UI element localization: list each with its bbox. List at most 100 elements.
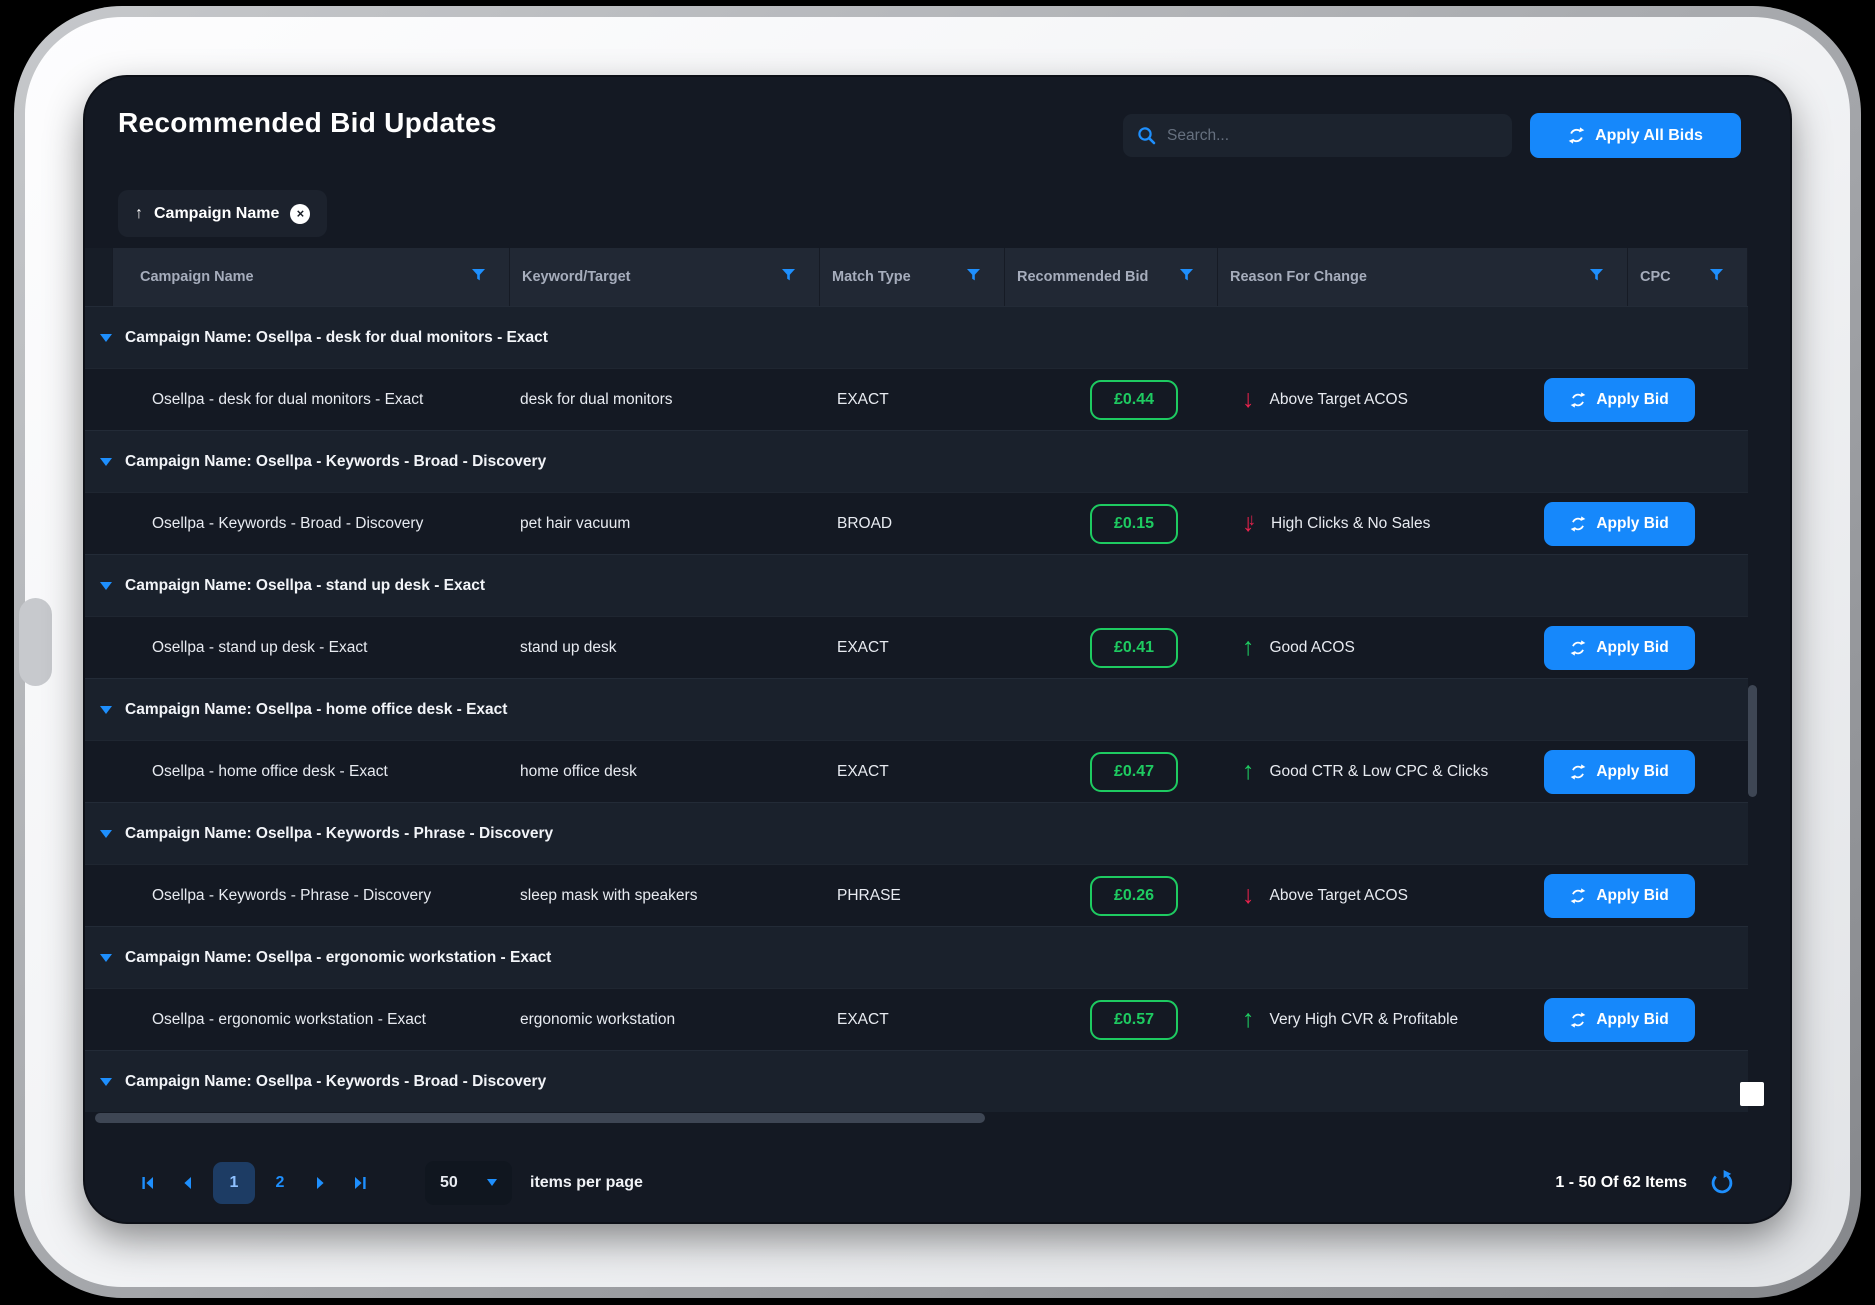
apply-bid-button[interactable]: Apply Bid <box>1544 750 1695 794</box>
cell-match-type: PHRASE <box>837 886 901 904</box>
apply-bid-button[interactable]: Apply Bid <box>1544 502 1695 546</box>
column-header-campaign-name[interactable]: Campaign Name <box>113 248 510 306</box>
reason-text: Above Target ACOS <box>1269 390 1408 408</box>
collapse-group-icon[interactable] <box>100 1077 112 1086</box>
apply-bid-button[interactable]: Apply Bid <box>1544 626 1695 670</box>
collapse-group-icon[interactable] <box>100 333 112 342</box>
apply-all-bids-label: Apply All Bids <box>1595 126 1703 144</box>
apply-bid-label: Apply Bid <box>1596 391 1669 408</box>
table-row: Osellpa - Keywords - Broad - Discovery p… <box>85 492 1748 554</box>
column-header-keyword-target[interactable]: Keyword/Target <box>510 248 820 306</box>
trend-double-down-icon <box>1242 511 1256 536</box>
group-label: Campaign Name: Osellpa - ergonomic works… <box>125 948 552 966</box>
search-input[interactable] <box>1167 126 1498 145</box>
trend-up-icon <box>1242 635 1255 660</box>
previous-page-button[interactable] <box>173 1168 203 1198</box>
collapse-group-icon[interactable] <box>100 457 112 466</box>
horizontal-scrollbar[interactable] <box>95 1113 985 1123</box>
cell-campaign-name: Osellpa - Keywords - Phrase - Discovery <box>152 886 432 904</box>
apply-bid-button[interactable]: Apply Bid <box>1544 874 1695 918</box>
page-button-2[interactable]: 2 <box>275 1173 285 1191</box>
app-screen: Recommended Bid Updates Apply All Bids ↑… <box>85 77 1790 1222</box>
filter-icon[interactable] <box>1180 269 1193 285</box>
table-header-row: Campaign Name Keyword/Target Match Type … <box>85 248 1748 306</box>
cell-keyword-target: ergonomic workstation <box>520 1010 676 1028</box>
column-header-reason-for-change[interactable]: Reason For Change <box>1218 248 1628 306</box>
cell-keyword-target: desk for dual monitors <box>520 390 673 408</box>
trend-up-icon <box>1242 1007 1255 1032</box>
group-row[interactable]: Campaign Name: Osellpa - Keywords - Broa… <box>85 1050 1748 1112</box>
collapse-group-icon[interactable] <box>100 581 112 590</box>
page-button-1[interactable]: 1 <box>213 1161 255 1204</box>
group-row[interactable]: Campaign Name: Osellpa - desk for dual m… <box>85 306 1748 368</box>
apply-all-bids-button[interactable]: Apply All Bids <box>1530 113 1741 158</box>
recommended-bid-pill: £0.44 <box>1090 379 1178 420</box>
trend-up-icon <box>1242 759 1255 784</box>
filter-icon[interactable] <box>472 269 485 285</box>
vertical-scrollbar[interactable] <box>1748 685 1757 797</box>
group-row[interactable]: Campaign Name: Osellpa - stand up desk -… <box>85 554 1748 616</box>
recommended-bid-pill: £0.26 <box>1090 875 1178 916</box>
cell-match-type: EXACT <box>837 762 889 780</box>
group-label: Campaign Name: Osellpa - Keywords - Broa… <box>125 452 547 470</box>
column-header-match-type[interactable]: Match Type <box>820 248 1005 306</box>
group-row[interactable]: Campaign Name: Osellpa - home office des… <box>85 678 1748 740</box>
cell-campaign-name: Osellpa - stand up desk - Exact <box>152 638 368 656</box>
hierarchy-cell <box>85 369 113 430</box>
apply-bid-button[interactable]: Apply Bid <box>1544 378 1695 422</box>
apply-bid-button[interactable]: Apply Bid <box>1544 998 1695 1042</box>
reason-text: High Clicks & No Sales <box>1271 514 1431 532</box>
page-size-select[interactable]: 50 <box>425 1160 512 1205</box>
table-row: Osellpa - home office desk - Exact home … <box>85 740 1748 802</box>
column-label: Recommended Bid <box>1017 269 1149 285</box>
chevron-down-icon <box>487 1179 497 1186</box>
items-per-page-label: items per page <box>530 1173 643 1191</box>
table-row: Osellpa - Keywords - Phrase - Discovery … <box>85 864 1748 926</box>
filter-icon[interactable] <box>967 269 980 285</box>
refresh-icon[interactable] <box>1709 1169 1735 1196</box>
collapse-group-icon[interactable] <box>100 953 112 962</box>
first-page-button[interactable] <box>133 1168 163 1198</box>
trend-down-icon <box>1242 883 1255 908</box>
filter-icon[interactable] <box>1710 269 1723 285</box>
apply-bid-label: Apply Bid <box>1596 763 1669 780</box>
filter-icon[interactable] <box>782 269 795 285</box>
hierarchy-column-header <box>85 248 113 306</box>
cell-keyword-target: stand up desk <box>520 638 617 656</box>
next-page-button[interactable] <box>305 1168 335 1198</box>
search-box[interactable] <box>1123 114 1512 157</box>
sort-chip-campaign-name[interactable]: ↑ Campaign Name × <box>118 190 328 237</box>
cell-match-type: EXACT <box>837 1010 889 1028</box>
sync-icon <box>1570 1012 1586 1028</box>
group-row[interactable]: Campaign Name: Osellpa - ergonomic works… <box>85 926 1748 988</box>
hierarchy-cell <box>85 865 113 926</box>
item-range-label: 1 - 50 Of 62 Items <box>1555 1173 1687 1191</box>
page-title: Recommended Bid Updates <box>118 107 497 138</box>
cell-keyword-target: home office desk <box>520 762 637 780</box>
column-header-recommended-bid[interactable]: Recommended Bid <box>1005 248 1218 306</box>
trend-down-icon <box>1242 387 1255 412</box>
recommended-bid-pill: £0.57 <box>1090 999 1178 1040</box>
cell-match-type: EXACT <box>837 638 889 656</box>
collapse-group-icon[interactable] <box>100 829 112 838</box>
collapse-group-icon[interactable] <box>100 705 112 714</box>
tablet-side-button <box>19 598 52 686</box>
group-row[interactable]: Campaign Name: Osellpa - Keywords - Broa… <box>85 430 1748 492</box>
group-label: Campaign Name: Osellpa - Keywords - Broa… <box>125 1072 547 1090</box>
column-label: Match Type <box>832 269 911 285</box>
reason-text: Very High CVR & Profitable <box>1269 1010 1459 1028</box>
group-row[interactable]: Campaign Name: Osellpa - Keywords - Phra… <box>85 802 1748 864</box>
remove-sort-icon[interactable]: × <box>290 203 311 224</box>
column-header-cpc[interactable]: CPC <box>1628 248 1748 306</box>
table-row: Osellpa - ergonomic workstation - Exact … <box>85 988 1748 1050</box>
last-page-button[interactable] <box>345 1168 375 1198</box>
pagination-bar: 1 2 50 items per page 1 - 50 Of 62 Items <box>85 1143 1790 1222</box>
apply-bid-label: Apply Bid <box>1596 515 1669 532</box>
sync-icon <box>1570 640 1586 656</box>
cell-campaign-name: Osellpa - home office desk - Exact <box>152 762 388 780</box>
sync-icon <box>1568 127 1585 144</box>
table-row: Osellpa - stand up desk - Exact stand up… <box>85 616 1748 678</box>
filter-icon[interactable] <box>1590 269 1603 285</box>
scrollbar-corner <box>1740 1082 1764 1106</box>
reason-text: Above Target ACOS <box>1269 886 1408 904</box>
